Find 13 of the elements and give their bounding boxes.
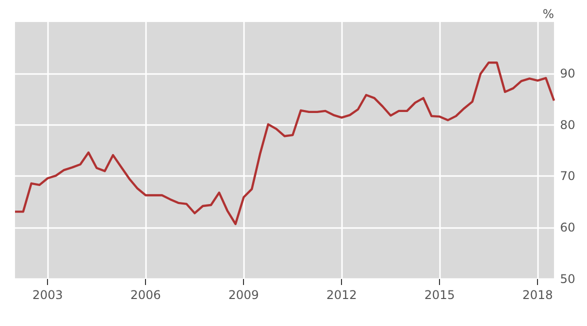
y-axis-title: % xyxy=(542,7,554,21)
y-tick-label: 70 xyxy=(560,169,576,184)
line-series xyxy=(14,62,556,226)
x-tick-label: 2006 xyxy=(130,288,161,302)
y-tick-label: 80 xyxy=(560,118,576,132)
x-tick-label: 2012 xyxy=(326,288,357,302)
x-tick-label: 2003 xyxy=(32,288,63,302)
x-tick-label: 2009 xyxy=(228,288,259,302)
x-tick-label: 2015 xyxy=(424,288,455,302)
y-tick-label: 50 xyxy=(560,272,576,286)
y-tick-label: 90 xyxy=(560,66,576,80)
y-tick-label: 60 xyxy=(560,220,576,235)
x-tick-label: 2018 xyxy=(522,288,553,302)
